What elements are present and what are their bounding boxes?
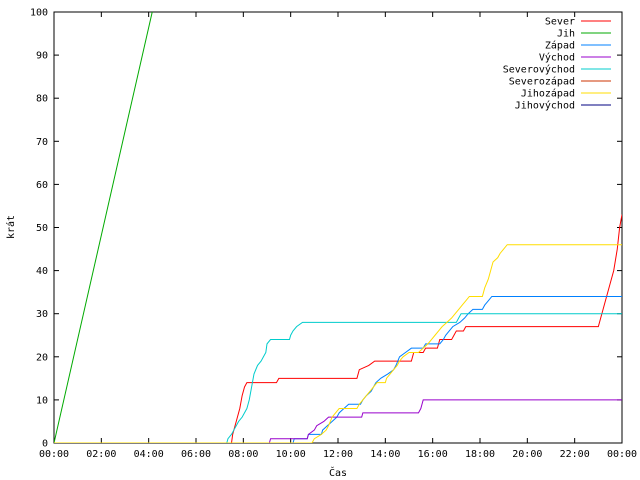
x-tick-label: 16:00 bbox=[418, 449, 448, 460]
legend-label: Jih bbox=[557, 29, 575, 40]
series-line-1 bbox=[54, 214, 622, 443]
x-tick-label: 00:00 bbox=[39, 449, 69, 460]
legend-label: Sever bbox=[545, 17, 575, 28]
x-tick-label: 04:00 bbox=[134, 449, 164, 460]
y-tick-label: 90 bbox=[36, 51, 48, 62]
y-tick-label: 30 bbox=[36, 309, 48, 320]
y-tick-label: 40 bbox=[36, 266, 48, 277]
legend-label: Jihovýchod bbox=[515, 100, 575, 112]
y-tick-label: 100 bbox=[30, 8, 48, 19]
y-tick-label: 80 bbox=[36, 94, 48, 105]
x-axis-title: Čas bbox=[329, 466, 347, 479]
y-axis-title: krát bbox=[5, 215, 17, 239]
legend-label: Západ bbox=[545, 40, 575, 52]
series-line-7 bbox=[54, 244, 622, 443]
y-tick-label: 70 bbox=[36, 137, 48, 148]
x-tick-label: 18:00 bbox=[465, 449, 495, 460]
y-tick-label: 20 bbox=[36, 352, 48, 363]
x-tick-label: 20:00 bbox=[512, 449, 542, 460]
y-tick-label: 10 bbox=[36, 395, 48, 406]
x-tick-label: 08:00 bbox=[228, 449, 258, 460]
series-line-4 bbox=[54, 399, 622, 443]
legend-label: Severozápad bbox=[509, 76, 575, 88]
x-tick-label: 22:00 bbox=[560, 449, 590, 460]
x-tick-label: 12:00 bbox=[323, 449, 353, 460]
x-axis-ticks: 00:00 02:00 04:00 06:00 08:00 10:00 12:00 14:00… bbox=[39, 12, 637, 460]
legend-label: Jihozápad bbox=[521, 88, 575, 100]
x-tick-label: 02:00 bbox=[86, 449, 116, 460]
series-line-5 bbox=[54, 313, 622, 443]
legend-label: Východ bbox=[539, 52, 575, 64]
y-tick-label: 0 bbox=[42, 439, 48, 450]
series-line-3 bbox=[54, 295, 622, 443]
series-layer bbox=[54, 12, 622, 443]
legend-label: Severovýchod bbox=[503, 64, 575, 76]
legend: SeverJihZápadVýchodSeverovýchodSeverozáp… bbox=[503, 17, 611, 112]
y-tick-label: 50 bbox=[36, 223, 48, 234]
series-line-2 bbox=[54, 12, 153, 443]
y-tick-label: 60 bbox=[36, 180, 48, 191]
x-tick-label: 10:00 bbox=[276, 449, 306, 460]
x-tick-label: 06:00 bbox=[181, 449, 211, 460]
x-tick-label: 00:00 bbox=[607, 449, 637, 460]
x-tick-label: 14:00 bbox=[370, 449, 400, 460]
